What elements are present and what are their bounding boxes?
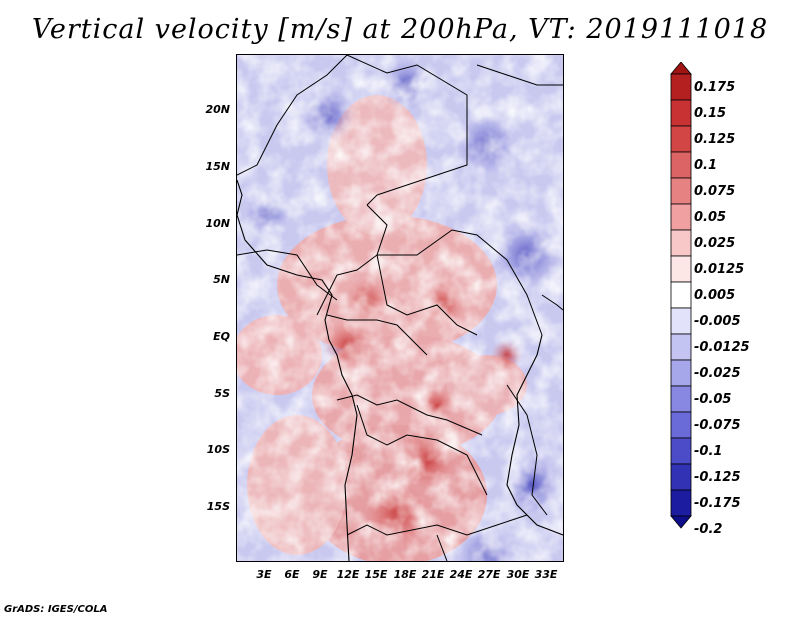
lon-label: 12E (336, 568, 360, 581)
lat-label: 15N (205, 160, 230, 173)
colorbar-label: -0.075 (694, 418, 741, 433)
lon-label: 15E (364, 568, 388, 581)
map-plot-area (236, 54, 564, 562)
colorbar-segment (670, 359, 692, 387)
colorbar-bottom-arrow (670, 515, 692, 529)
country-borders (237, 55, 563, 561)
lon-label: 21E (421, 568, 445, 581)
lon-label: 33E (534, 568, 558, 581)
colorbar-segment (670, 73, 692, 101)
colorbar-label: 0.0125 (694, 262, 745, 277)
colorbar-segment (670, 333, 692, 361)
velocity-field (237, 55, 563, 561)
colorbar-segment (670, 385, 692, 413)
colorbar-segment (670, 437, 692, 465)
field-texture (237, 55, 563, 561)
colorbar-label: 0.175 (694, 80, 736, 95)
lat-label: 20N (205, 103, 230, 116)
coastline (237, 179, 563, 561)
colorbar-segment (670, 411, 692, 439)
lon-label: 9E (312, 568, 328, 581)
colorbar-segment (670, 307, 692, 335)
colorbar-label: -0.05 (694, 392, 732, 407)
lon-label: 18E (393, 568, 417, 581)
colorbar (670, 62, 692, 529)
lon-label: 30E (506, 568, 530, 581)
colorbar-label: -0.175 (694, 496, 741, 511)
lat-label: 15S (206, 500, 230, 513)
colorbar-segment (670, 125, 692, 153)
colorbar-segment (670, 281, 692, 309)
colorbar-segment (670, 255, 692, 283)
colorbar-label: 0.1 (694, 158, 718, 173)
colorbar-label: -0.025 (694, 366, 741, 381)
colorbar-label: -0.2 (694, 522, 723, 537)
colorbar-segment (670, 177, 692, 205)
lat-label: 5S (214, 387, 230, 400)
colorbar-label: 0.075 (694, 184, 736, 199)
colorbar-segment (670, 229, 692, 257)
colorbar-label: -0.125 (694, 470, 741, 485)
colorbar-segment (670, 151, 692, 179)
colorbar-segment (670, 463, 692, 491)
colorbar-label: -0.0125 (694, 340, 750, 355)
colorbar-label: 0.05 (694, 210, 727, 225)
lon-label: 6E (284, 568, 300, 581)
colorbar-top-arrow (670, 62, 692, 75)
colorbar-segment (670, 203, 692, 231)
lat-label: 10N (205, 217, 230, 230)
colorbar-label: 0.025 (694, 236, 736, 251)
lat-label: 10S (206, 443, 230, 456)
colorbar-label: 0.125 (694, 132, 736, 147)
lon-label: 27E (477, 568, 501, 581)
lat-label: EQ (213, 330, 230, 343)
colorbar-label: 0.005 (694, 288, 736, 303)
colorbar-label: -0.1 (694, 444, 723, 459)
lon-label: 24E (449, 568, 473, 581)
colorbar-segment (670, 99, 692, 127)
lat-label: 5N (213, 273, 230, 286)
lon-label: 3E (256, 568, 272, 581)
colorbar-segment (670, 489, 692, 517)
colorbar-label: 0.15 (694, 106, 727, 121)
chart-title: Vertical velocity [m/s] at 200hPa, VT: 2… (31, 14, 769, 45)
colorbar-label: -0.005 (694, 314, 741, 329)
footer-credit: GrADS: IGES/COLA (4, 604, 108, 615)
